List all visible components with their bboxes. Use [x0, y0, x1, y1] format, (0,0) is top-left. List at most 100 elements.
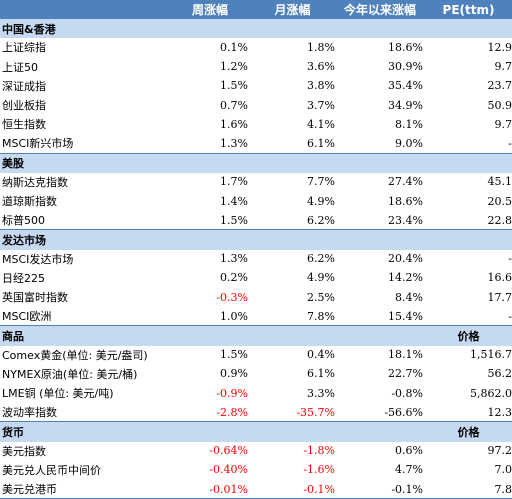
row-name: 创业板指	[2, 99, 46, 113]
table-row: Comex黄金(单位: 美元/盎司) 1.5% 0.4% 18.1% 1,516.7	[0, 346, 512, 365]
row-pe-or-price: 22.8	[487, 213, 512, 227]
row-name: 美元兑人民币中间价	[2, 463, 101, 477]
section-row: 中国&香港	[0, 19, 512, 39]
row-ytd-change: 14.2%	[388, 271, 423, 285]
row-ytd-change: 4.7%	[395, 463, 423, 477]
row-pe-or-price: 45.1	[487, 175, 512, 189]
section-extra-label: 价格	[457, 329, 480, 343]
row-week-change: -0.64%	[209, 444, 248, 458]
section-extra-label	[425, 154, 512, 173]
row-week-change: -0.3%	[216, 290, 248, 304]
section-title: 发达市场	[2, 233, 46, 247]
section-row: 发达市场	[0, 230, 512, 250]
row-month-change: 7.8%	[307, 309, 335, 323]
row-ytd-change: 30.9%	[388, 60, 423, 74]
row-pe-or-price: 7.0	[494, 463, 512, 477]
row-pe-or-price: 12.3	[487, 405, 512, 419]
row-month-change: 6.2%	[307, 213, 335, 227]
row-ytd-change: 20.4%	[388, 252, 423, 266]
row-ytd-change: -0.8%	[391, 386, 423, 400]
table-row: 深证成指 1.5% 3.8% 35.4% 23.7	[0, 77, 512, 96]
row-month-change: 4.9%	[307, 271, 335, 285]
row-month-change: 4.9%	[307, 194, 335, 208]
row-month-change: -1.6%	[303, 463, 335, 477]
table-row: 标普500 1.5% 6.2% 23.4% 22.8	[0, 211, 512, 231]
row-pe-or-price: 50.9	[487, 98, 512, 112]
row-month-change: 2.5%	[307, 290, 335, 304]
row-name: 美元兑港币	[2, 483, 57, 497]
header-row: 周涨幅 月涨幅 今年以来涨幅 PE(ttm)	[0, 0, 512, 20]
row-month-change: 0.4%	[307, 348, 335, 362]
row-name: 波动率指数	[2, 406, 57, 420]
row-month-change: 1.8%	[307, 40, 335, 54]
row-name: MSCI新兴市场	[2, 137, 74, 151]
section-title: 美股	[2, 157, 24, 171]
row-week-change: 1.5%	[220, 213, 248, 227]
table-row: NYMEX原油(单位: 美元/桶) 0.9% 6.1% 22.7% 56.2	[0, 365, 512, 384]
row-month-change: -0.1%	[303, 482, 335, 496]
row-week-change: -0.9%	[216, 386, 248, 400]
row-pe-or-price: 17.7	[487, 290, 512, 304]
header-pe: PE(ttm)	[442, 2, 495, 17]
row-month-change: -35.7%	[296, 405, 335, 419]
row-pe-or-price: 5,862.0	[470, 386, 512, 400]
table-row: 上证综指 0.1% 1.8% 18.6% 12.9	[0, 38, 512, 58]
row-name: NYMEX原油(单位: 美元/桶)	[2, 367, 138, 381]
row-name: MSCI欧洲	[2, 310, 52, 324]
row-ytd-change: 15.4%	[388, 309, 423, 323]
row-name: 深证成指	[2, 79, 46, 93]
row-week-change: 1.0%	[220, 309, 248, 323]
row-ytd-change: 18.1%	[388, 348, 423, 362]
row-pe-or-price: -	[508, 309, 512, 323]
row-ytd-change: 22.7%	[388, 367, 423, 381]
row-pe-or-price: 9.7	[494, 117, 512, 131]
row-name: Comex黄金(单位: 美元/盎司)	[2, 348, 148, 362]
row-week-change: 1.3%	[220, 136, 248, 150]
row-week-change: 1.2%	[220, 60, 248, 74]
section-extra-label	[425, 230, 512, 249]
table-row: 纳斯达克指数 1.7% 7.7% 27.4% 45.1	[0, 173, 512, 192]
row-week-change: 1.7%	[220, 175, 248, 189]
row-week-change: 1.5%	[220, 79, 248, 93]
row-pe-or-price: 12.9	[487, 40, 512, 54]
section-title: 中国&香港	[2, 22, 56, 36]
row-pe-or-price: 9.7	[494, 60, 512, 74]
row-week-change: 0.9%	[220, 367, 248, 381]
table-row: 上证50 1.2% 3.6% 30.9% 9.7	[0, 58, 512, 77]
row-week-change: -2.8%	[216, 405, 248, 419]
row-ytd-change: -56.6%	[384, 405, 423, 419]
row-month-change: 7.7%	[307, 175, 335, 189]
row-name: 恒生指数	[2, 118, 46, 132]
row-pe-or-price: 1,516.7	[470, 348, 512, 362]
row-name: 上证50	[2, 60, 38, 74]
row-month-change: 3.6%	[307, 60, 335, 74]
table-row: MSCI发达市场 1.3% 6.2% 20.4% -	[0, 250, 512, 269]
row-ytd-change: 0.6%	[395, 444, 423, 458]
section-title: 商品	[2, 329, 24, 343]
row-month-change: 6.2%	[307, 252, 335, 266]
row-week-change: 0.1%	[220, 40, 248, 54]
row-ytd-change: 23.4%	[388, 213, 423, 227]
table-row: 美元指数 -0.64% -1.8% 0.6% 97.2	[0, 442, 512, 461]
row-week-change: 1.5%	[220, 348, 248, 362]
section-row: 货币 价格	[0, 422, 512, 442]
row-week-change: 0.2%	[220, 271, 248, 285]
row-month-change: 3.8%	[307, 79, 335, 93]
row-pe-or-price: 56.2	[487, 367, 512, 381]
table-row: MSCI欧洲 1.0% 7.8% 15.4% -	[0, 307, 512, 327]
row-pe-or-price: 23.7	[487, 79, 512, 93]
table-row: MSCI新兴市场 1.3% 6.1% 9.0% -	[0, 134, 512, 154]
table-row: 创业板指 0.7% 3.7% 34.9% 50.9	[0, 96, 512, 116]
header-month-change: 月涨幅	[274, 3, 311, 18]
row-week-change: 1.3%	[220, 252, 248, 266]
row-ytd-change: 18.6%	[388, 194, 423, 208]
row-pe-or-price: -	[508, 136, 512, 150]
section-row: 美股	[0, 153, 512, 173]
row-name: 英国富时指数	[2, 291, 68, 305]
section-extra-label: 价格	[457, 425, 480, 439]
section-extra-label	[425, 19, 512, 38]
row-name: 上证综指	[2, 41, 46, 55]
row-month-change: 3.7%	[307, 98, 335, 112]
row-ytd-change: 8.4%	[395, 290, 423, 304]
table-row: 恒生指数 1.6% 4.1% 8.1% 9.7	[0, 115, 512, 135]
